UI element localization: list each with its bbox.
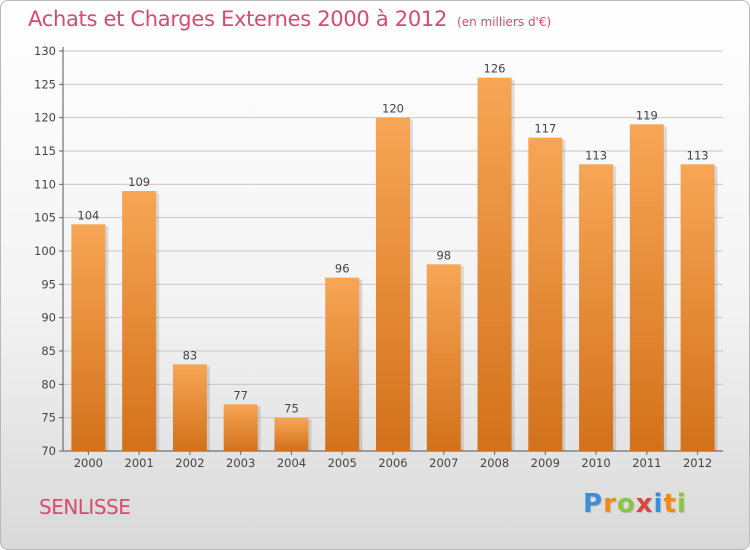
x-tick-label: 2003 xyxy=(226,456,255,470)
value-label: 120 xyxy=(382,102,404,116)
bar-2005 xyxy=(325,277,360,451)
x-tick-label: 2010 xyxy=(581,456,610,470)
x-tick-label: 2001 xyxy=(125,456,154,470)
x-tick-label: 2004 xyxy=(277,456,306,470)
y-tick-label: 105 xyxy=(34,211,56,225)
bar-2007 xyxy=(426,264,461,451)
value-label: 119 xyxy=(636,108,658,122)
x-tick-label: 2011 xyxy=(632,456,661,470)
x-tick-label: 2006 xyxy=(378,456,407,470)
value-label: 96 xyxy=(335,262,350,276)
value-label: 126 xyxy=(484,62,506,76)
x-tick-label: 2000 xyxy=(74,456,103,470)
bar-2004 xyxy=(274,417,309,451)
proxiti-logo: Proxiti xyxy=(583,489,687,519)
x-tick-label: 2005 xyxy=(328,456,357,470)
x-tick-label: 2002 xyxy=(175,456,204,470)
value-label: 98 xyxy=(436,248,451,262)
bar-2002 xyxy=(172,364,207,451)
y-tick-label: 125 xyxy=(34,77,56,91)
logo-letter: x xyxy=(635,489,654,519)
bar-2010 xyxy=(579,164,614,452)
value-label: 75 xyxy=(284,402,299,416)
x-tick-label: 2008 xyxy=(480,456,509,470)
value-label: 109 xyxy=(128,175,150,189)
location-label: SENLISSE xyxy=(39,495,131,519)
y-tick-label: 130 xyxy=(34,44,56,58)
y-tick-label: 80 xyxy=(41,377,56,391)
bar-2012 xyxy=(680,164,715,452)
x-tick-label: 2009 xyxy=(531,456,560,470)
logo-letter: i xyxy=(676,489,687,519)
bar-2011 xyxy=(629,124,664,451)
value-label: 104 xyxy=(77,208,99,222)
y-tick-label: 95 xyxy=(41,277,56,291)
y-tick-label: 75 xyxy=(41,411,56,425)
y-tick-label: 120 xyxy=(34,111,56,125)
y-tick-label: 110 xyxy=(34,177,56,191)
bar-2001 xyxy=(122,191,157,451)
value-label: 83 xyxy=(183,348,198,362)
y-tick-label: 100 xyxy=(34,244,56,258)
y-tick-label: 115 xyxy=(34,144,56,158)
x-tick-label: 2007 xyxy=(429,456,458,470)
y-tick-label: 90 xyxy=(41,311,56,325)
chart-subtitle: (en milliers d'€) xyxy=(457,15,552,29)
y-tick-label: 70 xyxy=(41,444,56,458)
logo-letter: t xyxy=(663,489,677,519)
value-label: 117 xyxy=(534,122,556,136)
value-label: 77 xyxy=(233,388,248,402)
y-tick-label: 85 xyxy=(41,344,56,358)
value-label: 113 xyxy=(687,148,709,162)
bar-2003 xyxy=(223,404,258,451)
bar-2006 xyxy=(376,117,410,452)
logo-letter: r xyxy=(603,489,617,519)
bar-2008 xyxy=(477,77,512,452)
bar-2000 xyxy=(71,224,106,451)
chart-title: Achats et Charges Externes 2000 à 2012 (e… xyxy=(28,7,551,31)
bar-2009 xyxy=(528,137,563,451)
logo-letter: P xyxy=(583,489,604,519)
x-tick-label: 2012 xyxy=(683,456,712,470)
value-label: 113 xyxy=(585,148,607,162)
chart-title-text: Achats et Charges Externes 2000 à 2012 xyxy=(28,7,448,31)
logo-letter: o xyxy=(616,489,636,519)
logo-letter: i xyxy=(653,489,664,519)
